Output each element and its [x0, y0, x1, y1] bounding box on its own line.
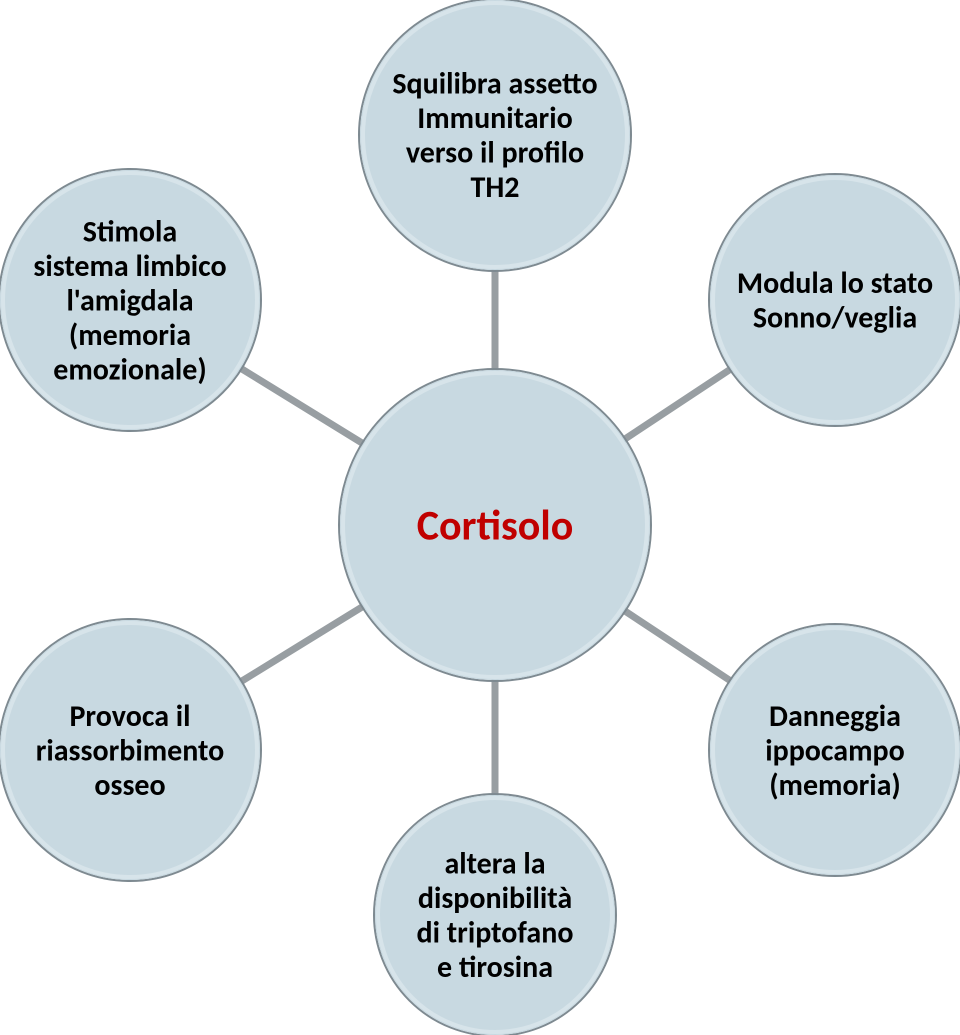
node-center-label: Cortisolo: [417, 500, 574, 551]
node-tr: Modula lo statoSonno/veglia: [709, 174, 960, 426]
node-bottom: altera ladisponibilitàdi triptofanoe tir…: [374, 794, 616, 1035]
node-bl: Provoca ilriassorbimentoosseo: [0, 619, 261, 881]
node-tr-label: Modula lo statoSonno/veglia: [737, 265, 933, 337]
node-br: Danneggiaippocampo(memoria): [709, 624, 960, 876]
cortisolo-diagram: Cortisolo Squilibra assettoImmunitariover…: [0, 0, 960, 1035]
node-top: Squilibra assettoImmunitarioverso il pro…: [359, 0, 631, 271]
node-br-label: Danneggiaippocampo(memoria): [765, 698, 905, 804]
node-center: Cortisolo: [339, 369, 651, 681]
node-tl: Stimolasistema limbicol'amigdala(memoria…: [0, 169, 261, 431]
